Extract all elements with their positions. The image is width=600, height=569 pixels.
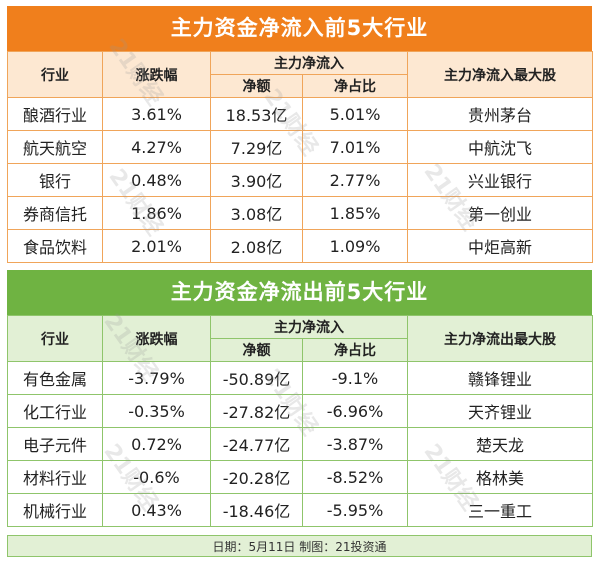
industry-cell: 化工行业 [7, 394, 103, 428]
top-stock-cell: 三一重工 [407, 493, 593, 527]
industry-cell: 材料行业 [7, 460, 103, 494]
table-row: 有色金属 -3.79% -50.89亿 -9.1% 赣锋锂业 [7, 361, 593, 395]
outflow-panel: 主力资金净流出前5大行业 行业 涨跌幅 主力净流入 主力净流出最大股 净额 净占… [7, 270, 593, 527]
net-cell: -24.77亿 [210, 427, 303, 461]
inflow-header-change: 涨跌幅 [102, 51, 211, 98]
net-cell: 2.08亿 [210, 229, 303, 263]
change-cell: 2.01% [102, 229, 211, 263]
industry-cell: 有色金属 [7, 361, 103, 395]
change-cell: 1.86% [102, 196, 211, 230]
industry-cell: 食品饮料 [7, 229, 103, 263]
inflow-header-ratio: 净占比 [302, 74, 408, 98]
industry-cell: 券商信托 [7, 196, 103, 230]
net-cell: -18.46亿 [210, 493, 303, 527]
change-cell: -0.6% [102, 460, 211, 494]
top-stock-cell: 天齐锂业 [407, 394, 593, 428]
inflow-header-top-stock: 主力净流入最大股 [407, 51, 593, 98]
outflow-header-row: 行业 涨跌幅 主力净流入 主力净流出最大股 [7, 315, 593, 362]
inflow-header-industry: 行业 [7, 51, 103, 98]
net-cell: 3.08亿 [210, 196, 303, 230]
table-row: 电子元件 0.72% -24.77亿 -3.87% 楚天龙 [7, 427, 593, 461]
top-stock-cell: 赣锋锂业 [407, 361, 593, 395]
change-cell: 0.48% [102, 163, 211, 197]
inflow-header-net: 净额 [210, 74, 303, 98]
ratio-cell: -8.52% [302, 460, 408, 494]
outflow-title: 主力资金净流出前5大行业 [7, 270, 592, 315]
outflow-header-industry: 行业 [7, 315, 103, 362]
industry-cell: 电子元件 [7, 427, 103, 461]
ratio-cell: 7.01% [302, 130, 408, 164]
outflow-header-ratio: 净占比 [302, 338, 408, 362]
ratio-cell: 2.77% [302, 163, 408, 197]
top-stock-cell: 贵州茅台 [407, 97, 593, 131]
net-cell: -27.82亿 [210, 394, 303, 428]
net-cell: -20.28亿 [210, 460, 303, 494]
top-stock-cell: 兴业银行 [407, 163, 593, 197]
change-cell: -0.35% [102, 394, 211, 428]
top-stock-cell: 中炬高新 [407, 229, 593, 263]
outflow-header-net: 净额 [210, 338, 303, 362]
outflow-header-top-stock: 主力净流出最大股 [407, 315, 593, 362]
net-cell: -50.89亿 [210, 361, 303, 395]
source-footer: 日期：5月11日 制图：21投资通 [7, 535, 592, 557]
ratio-cell: 1.09% [302, 229, 408, 263]
table-row: 银行 0.48% 3.90亿 2.77% 兴业银行 [7, 163, 593, 197]
outflow-header-group: 主力净流入 [210, 315, 408, 339]
change-cell: 3.61% [102, 97, 211, 131]
table-row: 机械行业 0.43% -18.46亿 -5.95% 三一重工 [7, 493, 593, 527]
inflow-panel: 主力资金净流入前5大行业 行业 涨跌幅 主力净流入 主力净流入最大股 净额 净占… [7, 6, 593, 263]
industry-cell: 酿酒行业 [7, 97, 103, 131]
change-cell: 0.43% [102, 493, 211, 527]
net-cell: 18.53亿 [210, 97, 303, 131]
ratio-cell: -3.87% [302, 427, 408, 461]
industry-cell: 银行 [7, 163, 103, 197]
industry-cell: 机械行业 [7, 493, 103, 527]
inflow-table: 行业 涨跌幅 主力净流入 主力净流入最大股 净额 净占比 酿酒行业 3.61% … [7, 51, 593, 263]
table-row: 化工行业 -0.35% -27.82亿 -6.96% 天齐锂业 [7, 394, 593, 428]
top-stock-cell: 中航沈飞 [407, 130, 593, 164]
top-stock-cell: 楚天龙 [407, 427, 593, 461]
outflow-table: 行业 涨跌幅 主力净流入 主力净流出最大股 净额 净占比 有色金属 -3.79%… [7, 315, 593, 527]
ratio-cell: 1.85% [302, 196, 408, 230]
inflow-title: 主力资金净流入前5大行业 [7, 6, 592, 51]
ratio-cell: -5.95% [302, 493, 408, 527]
table-row: 酿酒行业 3.61% 18.53亿 5.01% 贵州茅台 [7, 97, 593, 131]
net-cell: 3.90亿 [210, 163, 303, 197]
change-cell: -3.79% [102, 361, 211, 395]
inflow-header-row: 行业 涨跌幅 主力净流入 主力净流入最大股 [7, 51, 593, 98]
outflow-header-change: 涨跌幅 [102, 315, 211, 362]
table-row: 券商信托 1.86% 3.08亿 1.85% 第一创业 [7, 196, 593, 230]
net-cell: 7.29亿 [210, 130, 303, 164]
top-stock-cell: 格林美 [407, 460, 593, 494]
table-row: 材料行业 -0.6% -20.28亿 -8.52% 格林美 [7, 460, 593, 494]
ratio-cell: 5.01% [302, 97, 408, 131]
inflow-header-group: 主力净流入 [210, 51, 408, 75]
top-stock-cell: 第一创业 [407, 196, 593, 230]
ratio-cell: -6.96% [302, 394, 408, 428]
industry-cell: 航天航空 [7, 130, 103, 164]
ratio-cell: -9.1% [302, 361, 408, 395]
table-row: 食品饮料 2.01% 2.08亿 1.09% 中炬高新 [7, 229, 593, 263]
change-cell: 4.27% [102, 130, 211, 164]
change-cell: 0.72% [102, 427, 211, 461]
table-row: 航天航空 4.27% 7.29亿 7.01% 中航沈飞 [7, 130, 593, 164]
